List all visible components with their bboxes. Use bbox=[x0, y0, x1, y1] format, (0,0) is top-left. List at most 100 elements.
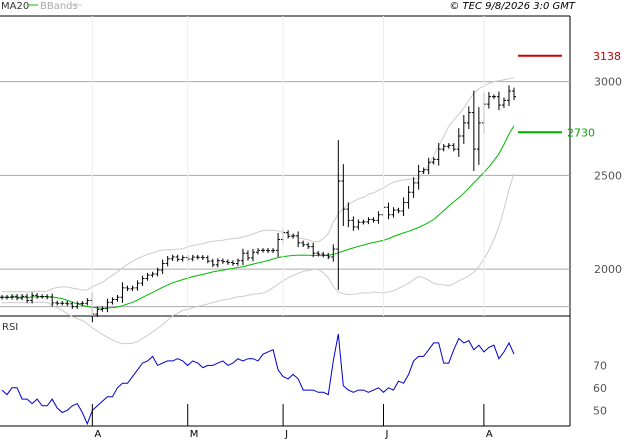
price-bar bbox=[256, 248, 260, 255]
price-bar bbox=[321, 251, 326, 258]
price-bar bbox=[45, 294, 50, 300]
bbands-line bbox=[2, 77, 515, 293]
price-bar bbox=[215, 258, 220, 268]
price-bar bbox=[130, 285, 135, 292]
price-bar bbox=[421, 167, 426, 174]
price-bar bbox=[371, 217, 376, 223]
price-bar bbox=[110, 297, 115, 305]
price-bar bbox=[115, 295, 120, 302]
price-bar bbox=[346, 202, 351, 228]
price-bar bbox=[436, 142, 441, 166]
price-bar bbox=[35, 293, 40, 299]
price-bar bbox=[386, 202, 391, 220]
price-bar bbox=[336, 140, 341, 290]
rsi-y-tick-label: 70 bbox=[593, 359, 607, 372]
price-bar bbox=[341, 164, 346, 226]
price-bar bbox=[120, 282, 125, 303]
price-bar bbox=[220, 258, 225, 264]
price-bar bbox=[451, 143, 456, 152]
price-bar bbox=[75, 301, 80, 309]
price-bar bbox=[170, 254, 175, 262]
legend: MA20 BBands bbox=[1, 1, 82, 12]
price-bar bbox=[55, 300, 60, 306]
price-bar bbox=[230, 260, 235, 266]
ma20-line bbox=[2, 125, 515, 309]
price-bar bbox=[0, 295, 4, 300]
price-bar bbox=[205, 255, 210, 264]
x-tick-label: A bbox=[94, 429, 101, 440]
price-bar bbox=[411, 177, 416, 198]
rsi-title: RSI bbox=[2, 322, 18, 333]
price-bar bbox=[155, 267, 160, 277]
price-bar bbox=[150, 271, 155, 278]
legend-ma-label: MA20 bbox=[1, 1, 29, 12]
price-bar bbox=[491, 94, 496, 99]
price-bar bbox=[225, 259, 230, 265]
price-bar bbox=[286, 230, 291, 239]
price-bar bbox=[50, 293, 55, 307]
price-bar bbox=[496, 91, 501, 111]
price-bar bbox=[506, 85, 511, 106]
price-bar bbox=[175, 254, 180, 262]
price-bar bbox=[65, 301, 70, 307]
rsi-panel: 70 60 50 RSI bbox=[0, 316, 607, 427]
price-bar bbox=[100, 306, 105, 312]
price-bar bbox=[240, 248, 245, 266]
price-bar bbox=[431, 157, 436, 165]
price-bar bbox=[195, 254, 200, 260]
price-bar bbox=[105, 298, 110, 313]
price-bar bbox=[461, 115, 466, 144]
price-bar bbox=[316, 250, 321, 257]
bbands-line bbox=[2, 173, 515, 345]
price-bar bbox=[235, 258, 240, 266]
price-bar bbox=[80, 301, 85, 306]
price-bar bbox=[30, 292, 35, 304]
price-bar bbox=[391, 207, 396, 218]
price-bar bbox=[486, 92, 491, 109]
price-bar bbox=[456, 128, 461, 157]
price-bar bbox=[190, 254, 195, 262]
resistance-label: 3138 bbox=[593, 50, 621, 63]
price-bar bbox=[306, 242, 311, 249]
price-bar bbox=[311, 242, 316, 258]
price-bar bbox=[466, 106, 471, 130]
price-bar bbox=[40, 294, 45, 299]
price-bar bbox=[25, 293, 30, 303]
price-bar bbox=[271, 248, 276, 253]
price-bar bbox=[301, 240, 306, 247]
price-bar bbox=[401, 197, 406, 217]
price-y-tick-label: 2000 bbox=[594, 263, 622, 276]
price-bar bbox=[501, 97, 506, 108]
legend-bb-label: BBands bbox=[40, 1, 78, 12]
rsi-series-line bbox=[1, 333, 515, 426]
price-bar bbox=[266, 248, 271, 253]
support-label: 2730 bbox=[567, 126, 595, 139]
price-bar bbox=[85, 298, 90, 306]
price-bar bbox=[20, 294, 25, 301]
price-bar bbox=[361, 219, 366, 225]
price-bar bbox=[245, 250, 250, 261]
price-bar bbox=[446, 143, 451, 149]
price-bar bbox=[326, 252, 331, 260]
price-bar bbox=[200, 255, 205, 260]
price-bar bbox=[95, 306, 100, 317]
price-bar bbox=[471, 90, 476, 172]
price-bar bbox=[296, 231, 301, 248]
ma20-series-line bbox=[2, 125, 515, 309]
price-bar bbox=[210, 258, 215, 268]
x-tick-label: J bbox=[384, 429, 388, 440]
reference-levels: 3138 2730 bbox=[518, 50, 621, 139]
price-bar bbox=[165, 256, 170, 267]
x-tick-label: M bbox=[190, 429, 199, 440]
price-bars bbox=[0, 85, 516, 323]
price-bar bbox=[426, 157, 431, 175]
price-bar bbox=[441, 144, 446, 152]
price-bar bbox=[351, 216, 356, 231]
rsi-y-tick-label: 60 bbox=[593, 382, 607, 395]
price-bar bbox=[70, 301, 75, 309]
price-bar bbox=[512, 87, 516, 100]
price-bar bbox=[276, 232, 281, 257]
